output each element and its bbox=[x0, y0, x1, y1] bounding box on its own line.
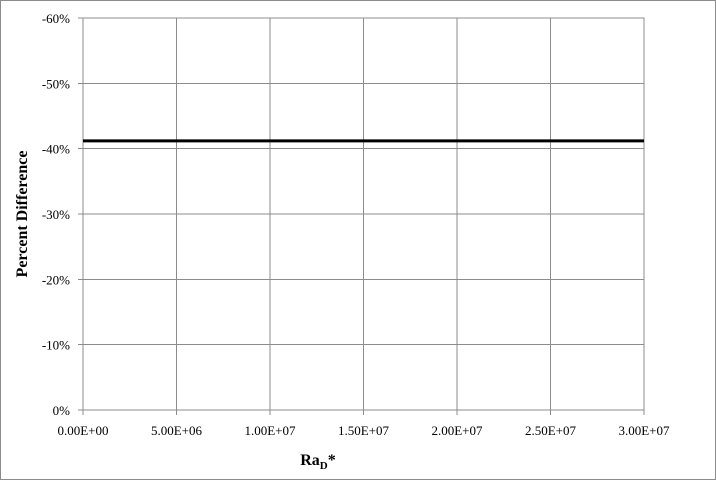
x-tick-labels: 0.00E+00 5.00E+06 1.00E+07 1.50E+07 2.00E+07… bbox=[57, 423, 670, 438]
x-axis-title-suffix: * bbox=[328, 452, 336, 469]
y-tick-label: -10% bbox=[42, 338, 70, 353]
y-tick-label: -20% bbox=[42, 272, 70, 287]
x-tick-label: 2.00E+07 bbox=[431, 423, 483, 438]
x-axis-title: RaD* bbox=[300, 452, 336, 472]
y-tick-labels: 0% -10% -20% -30% -40% -50% -60% bbox=[42, 11, 70, 418]
y-axis-title: Percent Difference bbox=[14, 151, 31, 278]
x-tick-label: 2.50E+07 bbox=[525, 423, 577, 438]
x-tick-label: 3.00E+07 bbox=[618, 423, 670, 438]
y-tick-label: -60% bbox=[42, 11, 70, 26]
x-tick-label: 0.00E+00 bbox=[57, 423, 108, 438]
x-axis-title-subscript: D bbox=[320, 460, 328, 472]
grid bbox=[78, 17, 645, 415]
x-tick-label: 5.00E+06 bbox=[151, 423, 203, 438]
y-tick-label: -30% bbox=[42, 207, 70, 222]
plot-area-border bbox=[82, 17, 645, 411]
y-tick-label: -50% bbox=[42, 76, 70, 91]
y-tick-label: -40% bbox=[42, 142, 70, 157]
x-tick-label: 1.50E+07 bbox=[338, 423, 390, 438]
x-axis-title-main: Ra bbox=[300, 452, 320, 469]
x-tick-label: 1.00E+07 bbox=[244, 423, 296, 438]
y-tick-label: 0% bbox=[53, 403, 71, 418]
